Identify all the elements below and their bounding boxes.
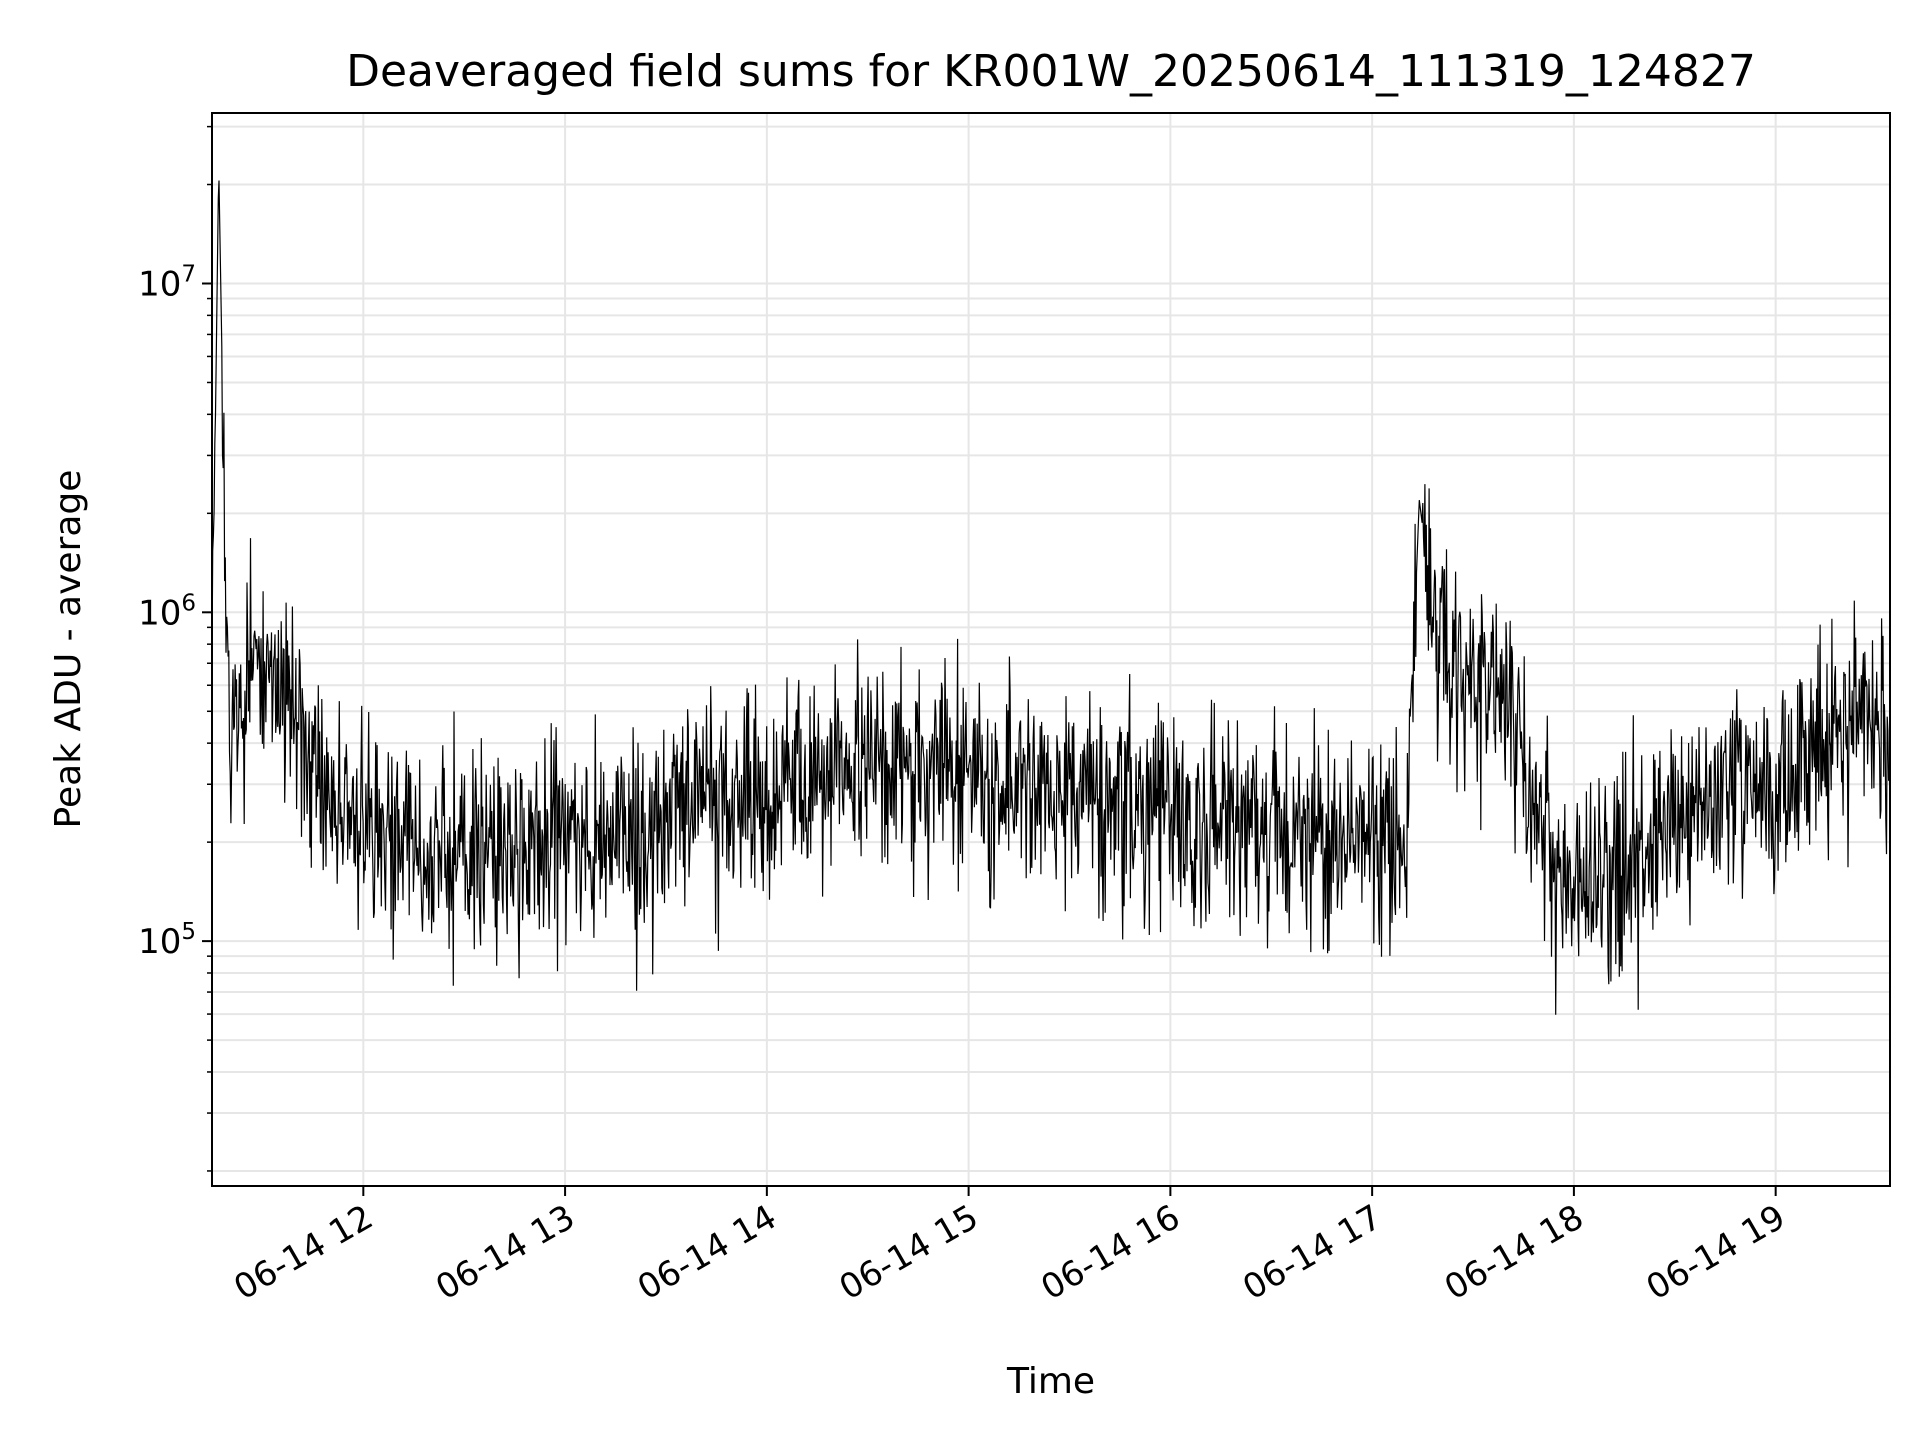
y-tick-label: 107 [138, 261, 196, 304]
y-tick-label: 106 [138, 590, 196, 633]
chart-title: Deaveraged field sums for KR001W_2025061… [346, 46, 1756, 97]
axes-frame [211, 112, 1891, 1187]
y-axis-label: Peak ADU - average [48, 470, 89, 829]
x-axis-label: Time [1006, 1361, 1095, 1402]
y-tick-label: 105 [138, 919, 196, 962]
plot-area [212, 180, 1890, 1015]
series-line [212, 180, 1890, 1015]
